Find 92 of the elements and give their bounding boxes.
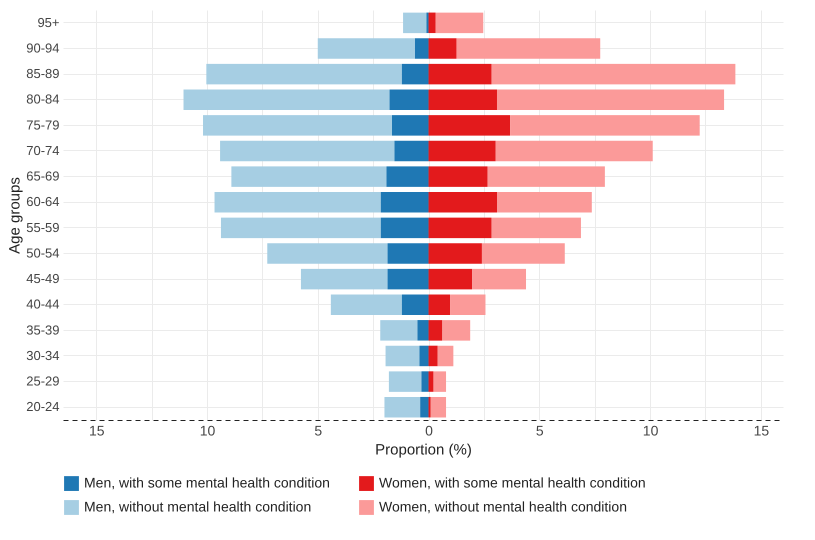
- x-tick-label: 15: [754, 422, 770, 438]
- bar: [428, 12, 436, 34]
- bar: [231, 166, 386, 187]
- legend-label: Women, without mental health condition: [379, 498, 627, 514]
- bar: [380, 218, 429, 238]
- bar: [428, 64, 492, 84]
- bar: [330, 294, 402, 315]
- bar: [390, 89, 429, 110]
- bar: [184, 89, 390, 110]
- bar: [438, 346, 454, 366]
- bar: [420, 396, 429, 418]
- y-tick-label: 90-94: [26, 40, 60, 56]
- bar: [428, 192, 498, 212]
- y-tick-label: 20-24: [26, 399, 60, 414]
- bar: [428, 371, 434, 392]
- bar: [491, 64, 736, 84]
- bar: [380, 192, 429, 212]
- bar: [430, 396, 446, 418]
- y-tick-label: 35-39: [26, 322, 60, 338]
- bar: [482, 243, 565, 264]
- y-tick-label: 45-49: [26, 271, 60, 286]
- bar: [428, 38, 456, 59]
- x-tick-label: 5: [314, 422, 322, 438]
- bar: [203, 115, 392, 136]
- bar: [496, 89, 724, 110]
- y-tick-label: 85-89: [26, 66, 60, 82]
- bar: [206, 64, 402, 84]
- y-tick-label: 70-74: [26, 142, 60, 158]
- y-tick-label: 55-59: [26, 220, 60, 235]
- y-tick-label: 25-29: [26, 374, 60, 389]
- bar: [388, 243, 429, 264]
- x-tick-label: 5: [536, 422, 544, 438]
- bar: [491, 218, 581, 238]
- bar: [497, 192, 592, 212]
- x-tick-label: 10: [642, 422, 659, 438]
- x-tick-label: 10: [200, 422, 216, 438]
- y-tick-label: 50-54: [26, 245, 60, 260]
- bar: [428, 166, 488, 187]
- bar: [428, 346, 438, 366]
- bar: [384, 396, 420, 418]
- bar: [386, 346, 420, 366]
- bar: [388, 371, 422, 392]
- bar: [417, 320, 429, 341]
- bar: [403, 12, 426, 34]
- bar: [428, 320, 442, 341]
- bar: [428, 140, 496, 162]
- bar: [402, 64, 429, 84]
- y-tick-label: 30-34: [26, 348, 60, 363]
- bar: [433, 371, 446, 392]
- legend-label: Women, with some mental health condition: [379, 474, 646, 491]
- x-tick-label: 15: [88, 422, 105, 438]
- bar: [428, 115, 510, 136]
- bar: [414, 38, 429, 59]
- bar: [394, 140, 429, 162]
- y-tick-label: 60-64: [26, 194, 60, 210]
- y-axis-title: Age groups: [6, 177, 24, 254]
- x-tick-label: 0: [425, 422, 434, 438]
- bar: [214, 192, 381, 212]
- bar: [421, 371, 429, 392]
- bar: [442, 320, 470, 341]
- bar: [487, 166, 605, 187]
- bar: [450, 294, 486, 315]
- bar: [428, 268, 472, 290]
- bar: [318, 38, 415, 59]
- bar: [428, 294, 450, 315]
- bar: [300, 268, 388, 290]
- bar: [386, 166, 429, 187]
- bar: [388, 268, 429, 290]
- y-tick-label: 65-69: [26, 168, 60, 184]
- bar: [392, 115, 429, 136]
- bar: [496, 140, 653, 162]
- bar: [419, 346, 429, 366]
- bar: [428, 243, 482, 264]
- bar: [380, 320, 418, 341]
- bar: [267, 243, 388, 264]
- x-axis-title: Proportion (%): [375, 442, 472, 458]
- bar: [220, 218, 381, 238]
- bar: [220, 140, 394, 162]
- y-tick-label: 75-79: [26, 117, 60, 132]
- y-tick-label: 40-44: [26, 296, 60, 312]
- legend-label: Men, with some mental health condition: [84, 474, 330, 491]
- bar: [402, 294, 429, 315]
- bar: [428, 218, 492, 238]
- y-tick-label: 95+: [37, 14, 60, 30]
- bar: [510, 115, 700, 136]
- bar: [436, 12, 484, 34]
- bar: [472, 268, 526, 290]
- bar: [428, 89, 497, 110]
- bar: [456, 38, 600, 59]
- bar: [426, 12, 429, 34]
- legend-label: Men, without mental health condition: [84, 498, 312, 514]
- y-tick-label: 80-84: [26, 92, 60, 107]
